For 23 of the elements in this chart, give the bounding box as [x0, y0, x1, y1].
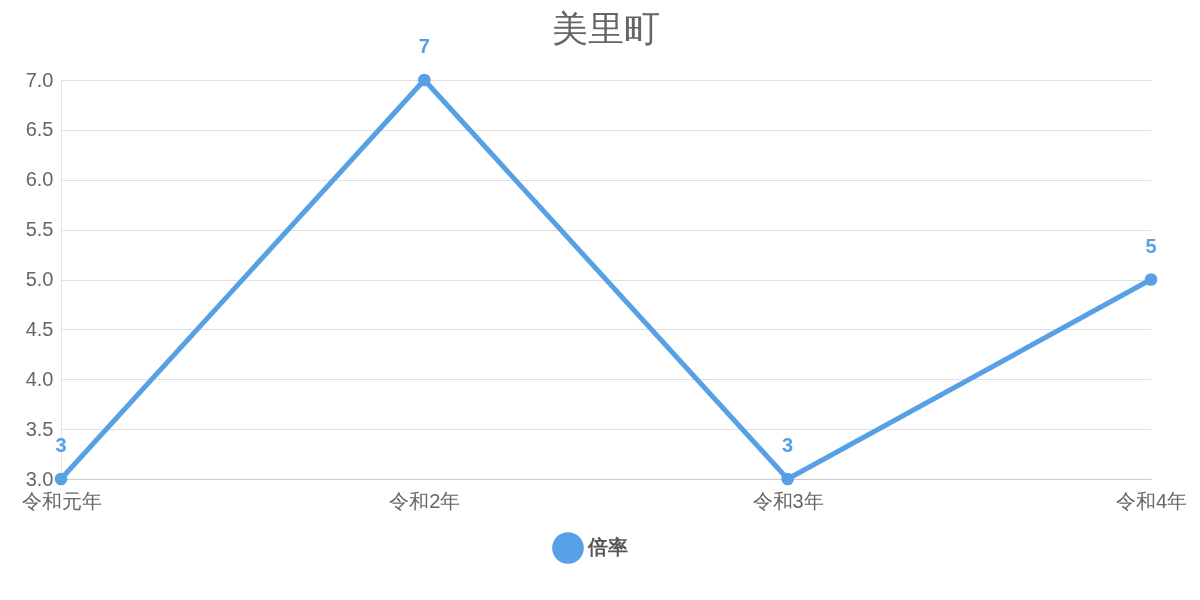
data-label: 3: [55, 434, 67, 456]
point: [781, 472, 794, 486]
data-label: 3: [782, 434, 794, 456]
y-tick-label: 4.0: [25, 367, 54, 390]
chart-title: 美里町: [552, 8, 660, 49]
x-tick-label: 令和4年: [1115, 489, 1188, 512]
point: [1144, 273, 1158, 286]
y-tick-label: 5.0: [25, 268, 54, 290]
data-label: 5: [1145, 234, 1157, 257]
x-tick-label: 令和2年: [389, 489, 461, 512]
y-tick-label: 3.5: [25, 417, 54, 440]
x-tick-label: 令和3年: [752, 489, 824, 512]
y-tick-label: 3.0: [25, 467, 54, 490]
x-tick-label: 令和元年: [21, 489, 102, 512]
y-tick-label: 6.5: [25, 118, 54, 141]
point: [54, 472, 68, 486]
legend-label: 倍率: [587, 536, 628, 558]
y-tick-label: 6.0: [25, 168, 54, 191]
data-label: 7: [418, 35, 430, 57]
y-tick-label: 7.0: [25, 68, 54, 91]
point: [418, 73, 431, 87]
y-tick-label: 4.5: [25, 317, 54, 340]
y-tick-label: 5.5: [25, 218, 54, 241]
